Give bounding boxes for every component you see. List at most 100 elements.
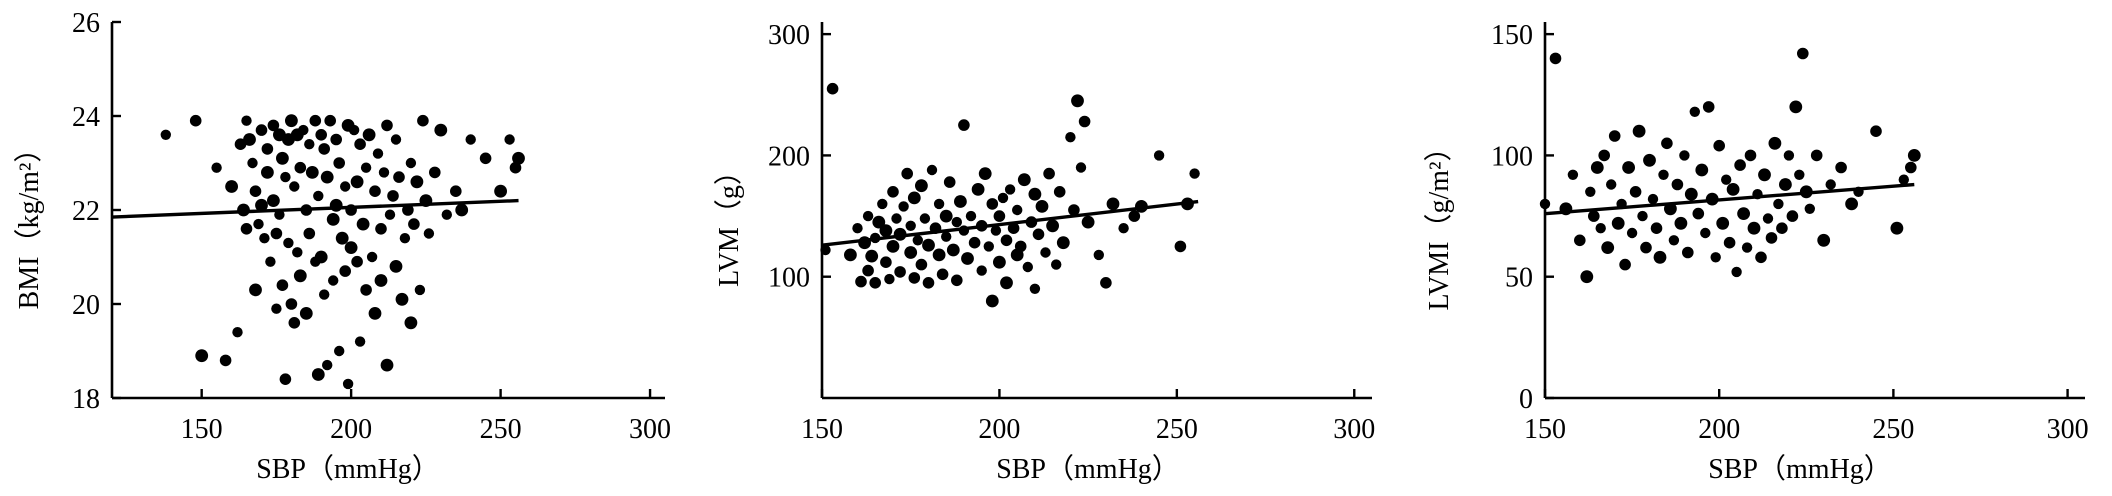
chart-0-ylabel: BMI（kg/m²） [13, 135, 45, 310]
chart-1-data-point [1012, 204, 1023, 216]
chart-1-data-point [1000, 276, 1013, 290]
chart-1-data-point [1032, 228, 1045, 241]
chart-0-data-point [283, 237, 294, 249]
chart-0-data-point [270, 227, 283, 240]
chart-1-data-point [1068, 204, 1080, 216]
chart-2-data-point [1658, 169, 1669, 180]
chart-0-data-point [303, 227, 316, 240]
chart-2-data-point [1539, 198, 1551, 210]
chart-1-data-point [968, 236, 981, 249]
chart-1-data-point [1153, 150, 1165, 161]
chart-1-xtick-label: 300 [1333, 414, 1375, 445]
chart-0-data-point [285, 114, 298, 128]
chart-1-data-point [880, 256, 892, 269]
chart-0-data-point [195, 349, 209, 363]
chart-2-data-point [1797, 47, 1809, 60]
chart-1-data-point [932, 248, 946, 262]
chart-1-data-point [922, 238, 935, 252]
chart-0-data-point [311, 368, 325, 381]
chart-0-data-point [298, 124, 309, 136]
chart-1-xtick-label: 150 [801, 414, 843, 445]
chart-2-data-point [1626, 227, 1638, 239]
chart-1-data-point [939, 209, 953, 223]
chart-2-data-point [1674, 216, 1688, 230]
chart-0-data-point [351, 255, 363, 268]
chart-0-data-point [387, 190, 399, 202]
chart-1-data-point [1029, 283, 1041, 294]
chart-0-xtick-label: 300 [629, 414, 671, 445]
chart-1-data-point [1174, 240, 1187, 253]
chart-0-data-point [434, 123, 448, 137]
chart-2-data-point [1632, 124, 1646, 138]
chart-0-data-point [280, 171, 291, 183]
chart-2-data-point [1640, 241, 1652, 254]
chart-1-ytick-label: 100 [768, 263, 810, 294]
bmi-scatter-chart: BMI（kg/m²） SBP（mmHg） 150 200 250 300 18 20 22 2… [13, 8, 671, 485]
chart-1-data-point [965, 210, 977, 222]
chart-0-data-point [366, 251, 378, 263]
chart-0-data-point [509, 161, 522, 174]
chart-0-ytick-label: 18 [72, 384, 100, 415]
chart-1-ylabel: LVM（g） [713, 157, 745, 287]
chart-0-data-point [319, 289, 330, 300]
chart-2-data-point [1898, 174, 1910, 185]
chart-0-data-point [399, 233, 411, 244]
chart-0-data-point [293, 269, 307, 283]
chart-0-data-point [479, 152, 492, 165]
chart-2-data-point [1741, 242, 1753, 253]
chart-0-data-point [189, 114, 202, 127]
chart-2-data-point [1682, 246, 1694, 259]
chart-0-data-point [219, 354, 232, 367]
chart-0-data-point [414, 284, 426, 296]
chart-1-data-point [1053, 186, 1066, 198]
chart-0-data-point [211, 162, 222, 173]
chart-0-data-point [381, 119, 393, 132]
chart-2-data-point [1731, 266, 1742, 278]
chart-0-data-point [360, 162, 372, 173]
chart-2-data-point [1726, 183, 1740, 196]
chart-2-data-point [1567, 169, 1579, 180]
chart-0-data-point [292, 247, 303, 258]
chart-0-ytick-label: 26 [72, 8, 100, 39]
chart-2-data-point [1765, 232, 1778, 244]
chart-2-data-point [1744, 149, 1757, 162]
chart-2-xtick-label: 250 [1872, 414, 1914, 445]
chart-2-data-point [1907, 149, 1921, 162]
chart-2-data-point [1817, 233, 1831, 247]
chart-0-data-point [494, 184, 507, 198]
chart-0-data-point [384, 209, 396, 220]
chart-1-data-point [915, 179, 928, 193]
chart-0-data-point [350, 175, 364, 189]
chart-2-data-point [1723, 236, 1736, 249]
chart-2-data-point [1762, 213, 1774, 224]
chart-0-data-point [512, 151, 525, 165]
chart-1-data-point [872, 215, 886, 229]
chart-1-data-point [993, 255, 1006, 269]
chart-1-data-point [879, 224, 893, 238]
chart-0-data-point [335, 231, 349, 245]
chart-2-data-point [1650, 222, 1663, 234]
chart-0-data-point [243, 133, 256, 146]
chart-2-data-point [1668, 235, 1680, 246]
chart-0-xtick-label: 200 [330, 414, 372, 445]
chart-2-data-point [1700, 227, 1711, 239]
chart-1-data-point [997, 192, 1009, 204]
chart-0-data-point [285, 298, 298, 310]
chart-0-data-point [253, 218, 264, 230]
chart-0-data-point [450, 185, 462, 197]
chart-0-data-point [375, 223, 387, 235]
chart-2-data-point [1713, 139, 1725, 152]
chart-1-data-point [1093, 249, 1105, 261]
chart-1-ytick-label: 200 [768, 141, 810, 172]
chart-0-data-point [348, 124, 360, 136]
chart-0-data-point [279, 373, 292, 386]
chart-1-data-point [1007, 222, 1020, 234]
chart-1-data-point [1081, 215, 1095, 229]
chart-1-data-point [1100, 277, 1112, 289]
chart-0-data-point [395, 292, 409, 306]
chart-0-data-point [326, 213, 340, 226]
chart-1-trend-line [821, 199, 1199, 247]
chart-1-data-point [919, 213, 931, 224]
chart-1-data-point [907, 191, 921, 205]
chart-0-data-point [247, 157, 258, 169]
